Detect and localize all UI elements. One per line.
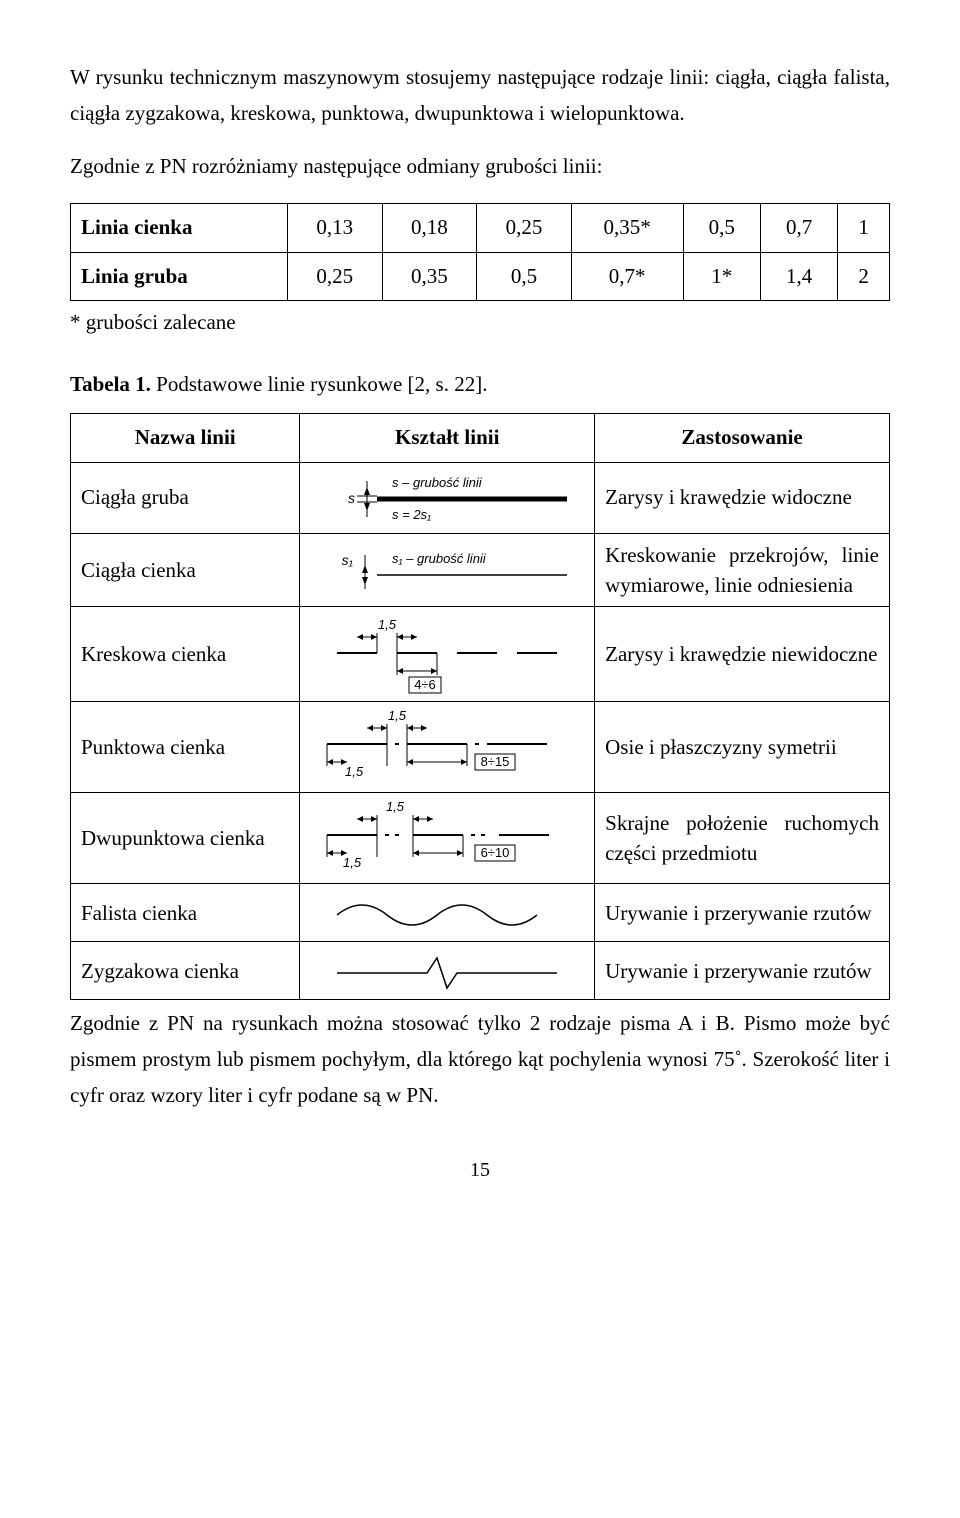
line-shape-cell: 1,5 1,5 6÷10 [300, 793, 595, 884]
lines-th-use: Zastosowanie [595, 413, 890, 462]
line-shape-icon: 1,5 4÷6 [317, 613, 577, 695]
thickness-cell: 0,35 [382, 252, 477, 301]
thickness-cell: 0,18 [382, 204, 477, 253]
svg-text:1,5: 1,5 [378, 617, 397, 632]
svg-text:s₁ – grubość linii: s₁ – grubość linii [392, 551, 487, 566]
thickness-cell: 0,35* [571, 204, 683, 253]
thickness-footnote: * grubości zalecane [70, 305, 890, 341]
thickness-table: Linia cienka0,130,180,250,35*0,50,71Lini… [70, 203, 890, 301]
thickness-cell: 0,13 [287, 204, 382, 253]
line-name-cell: Ciągła gruba [71, 462, 300, 533]
lines-row: Zygzakowa cienka Urywanie i przerywanie r… [71, 942, 890, 1000]
line-shape-icon: s s – grubość linii s = 2s₁ [317, 469, 577, 527]
svg-text:1,5: 1,5 [386, 799, 405, 814]
svg-text:1,5: 1,5 [345, 764, 364, 779]
line-use-cell: Zarysy i krawędzie widoczne [595, 462, 890, 533]
lines-row: Punktowa cienka 1,5 1,5 8÷15 Osie i płaszczy… [71, 702, 890, 793]
line-shape-cell [300, 884, 595, 942]
svg-text:8÷15: 8÷15 [481, 754, 510, 769]
svg-text:s: s [348, 490, 355, 506]
svg-text:6÷10: 6÷10 [481, 845, 510, 860]
thickness-label: Linia gruba [71, 252, 288, 301]
line-shape-cell: s s – grubość linii s = 2s₁ [300, 462, 595, 533]
thickness-cell: 0,25 [477, 204, 572, 253]
thickness-cell: 1* [683, 252, 760, 301]
thickness-cell: 0,7* [571, 252, 683, 301]
line-shape-icon: 1,5 1,5 6÷10 [317, 799, 577, 877]
line-shape-icon: 1,5 1,5 8÷15 [317, 708, 577, 786]
thickness-row: Linia cienka0,130,180,250,35*0,50,71 [71, 204, 890, 253]
table-caption-bold: Tabela 1. [70, 372, 151, 396]
lines-table: Nazwa linii Kształt linii Zastosowanie C… [70, 413, 890, 1001]
thickness-cell: 1,4 [760, 252, 837, 301]
line-use-cell: Skrajne położenie ruchomych części przed… [595, 793, 890, 884]
svg-text:1,5: 1,5 [388, 708, 407, 723]
line-shape-cell [300, 942, 595, 1000]
line-use-cell: Kreskowanie przekrojów, linie wymiarowe,… [595, 533, 890, 607]
thickness-cell: 0,7 [760, 204, 837, 253]
svg-text:s₁: s₁ [342, 552, 354, 568]
line-shape-cell: s₁ s₁ – grubość linii [300, 533, 595, 607]
lines-row: Ciągła cienka s₁ s₁ – grubość linii Kreskow… [71, 533, 890, 607]
table-caption-rest: Podstawowe linie rysunkowe [2, s. 22]. [156, 372, 487, 396]
line-shape-icon [317, 890, 577, 935]
line-shape-icon: s₁ s₁ – grubość linii [317, 545, 577, 595]
line-use-cell: Urywanie i przerywanie rzutów [595, 942, 890, 1000]
line-use-cell: Zarysy i krawędzie niewidoczne [595, 607, 890, 702]
line-name-cell: Punktowa cienka [71, 702, 300, 793]
line-use-cell: Osie i płaszczyzny symetrii [595, 702, 890, 793]
lines-th-shape: Kształt linii [300, 413, 595, 462]
intro-paragraph-1: W rysunku technicznym maszynowym stosuje… [70, 60, 890, 131]
svg-text:1,5: 1,5 [343, 855, 362, 870]
line-use-cell: Urywanie i przerywanie rzutów [595, 884, 890, 942]
line-name-cell: Kreskowa cienka [71, 607, 300, 702]
thickness-cell: 0,25 [287, 252, 382, 301]
svg-text:s – grubość linii: s – grubość linii [392, 475, 483, 490]
svg-text:4÷6: 4÷6 [414, 677, 436, 692]
line-shape-cell: 1,5 4÷6 [300, 607, 595, 702]
table-caption: Tabela 1. Podstawowe linie rysunkowe [2,… [70, 367, 890, 403]
intro-paragraph-2: Zgodnie z PN rozróżniamy następujące odm… [70, 149, 890, 185]
lines-row: Falista cienka Urywanie i przerywanie rzu… [71, 884, 890, 942]
line-name-cell: Ciągła cienka [71, 533, 300, 607]
closing-paragraph: Zgodnie z PN na rysunkach można stosować… [70, 1006, 890, 1113]
svg-text:s = 2s₁: s = 2s₁ [392, 507, 431, 522]
line-name-cell: Dwupunktowa cienka [71, 793, 300, 884]
thickness-cell: 1 [838, 204, 890, 253]
page-number: 15 [70, 1153, 890, 1187]
line-shape-icon [317, 948, 577, 993]
thickness-cell: 2 [838, 252, 890, 301]
lines-row: Dwupunktowa cienka 1,5 1,5 6÷10 Skrajne poło… [71, 793, 890, 884]
line-shape-cell: 1,5 1,5 8÷15 [300, 702, 595, 793]
thickness-cell: 0,5 [477, 252, 572, 301]
lines-th-name: Nazwa linii [71, 413, 300, 462]
thickness-cell: 0,5 [683, 204, 760, 253]
thickness-label: Linia cienka [71, 204, 288, 253]
lines-row: Kreskowa cienka 1,5 4÷6 Zarysy i krawędzie … [71, 607, 890, 702]
thickness-row: Linia gruba0,250,350,50,7*1*1,42 [71, 252, 890, 301]
line-name-cell: Zygzakowa cienka [71, 942, 300, 1000]
line-name-cell: Falista cienka [71, 884, 300, 942]
lines-row: Ciągła gruba s s – grubość linii s = 2s₁ Zar… [71, 462, 890, 533]
